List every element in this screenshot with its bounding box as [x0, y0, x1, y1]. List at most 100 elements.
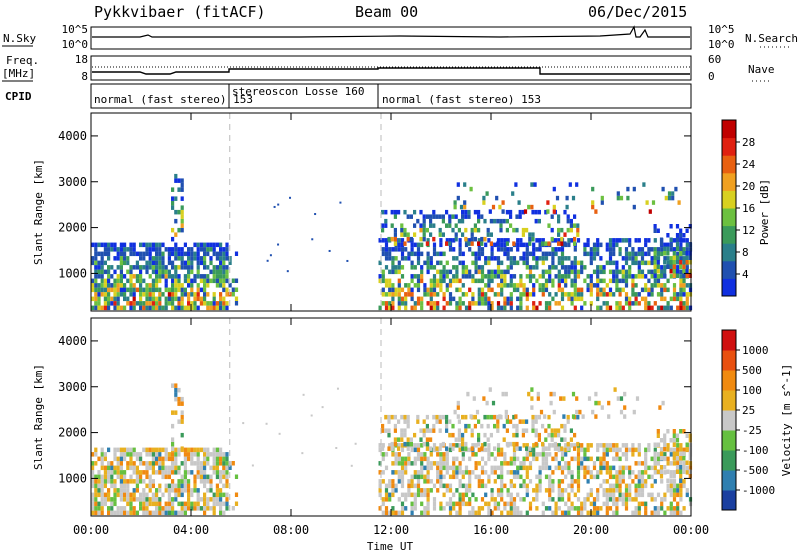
data-cell: [525, 242, 529, 248]
data-cell: [671, 195, 675, 201]
data-cell: [215, 452, 219, 457]
data-cell: [599, 278, 603, 284]
data-cell: [538, 256, 542, 261]
data-cell: [480, 470, 485, 475]
data-cell: [519, 461, 523, 466]
data-cell: [180, 260, 184, 266]
nsky-label: N.Sky: [3, 32, 36, 45]
data-cell: [132, 305, 136, 311]
data-cell: [97, 296, 101, 302]
data-cell: [151, 470, 155, 475]
data-cell: [416, 419, 420, 424]
data-cell: [679, 474, 683, 479]
data-cell: [209, 256, 213, 261]
colorbar-segment: [722, 243, 736, 262]
data-cell: [219, 265, 223, 270]
data-cell: [550, 227, 554, 233]
data-cell: [518, 209, 522, 215]
data-cell: [618, 447, 622, 453]
data-cell: [103, 305, 107, 311]
data-cell: [129, 269, 133, 275]
data-cell: [512, 452, 517, 457]
data-cell: [660, 287, 664, 293]
data-cell: [499, 223, 503, 228]
data-cell: [538, 242, 542, 248]
data-cell: [103, 247, 107, 252]
data-cell: [580, 456, 584, 462]
data-cell: [410, 274, 414, 279]
data-cell: [129, 465, 133, 471]
data-cell: [493, 501, 497, 507]
data-cell: [637, 483, 641, 489]
data-cell: [503, 305, 507, 311]
data-cell: [420, 510, 424, 516]
data-cell: [400, 437, 404, 442]
data-cell: [560, 479, 565, 484]
data-cell: [602, 479, 606, 484]
data-cell: [171, 205, 175, 210]
data-cell: [406, 419, 410, 424]
data-cell: [676, 501, 680, 507]
data-cell: [560, 497, 565, 502]
data-cell: [103, 251, 107, 257]
data-cell: [521, 432, 525, 438]
data-cell: [491, 400, 496, 406]
data-cell: [621, 465, 625, 471]
data-cell: [432, 461, 437, 466]
data-cell: [452, 238, 456, 243]
data-cell: [384, 428, 388, 433]
data-cell: [404, 492, 408, 498]
data-cell: [174, 461, 178, 466]
data-cell: [212, 461, 216, 466]
data-cell: [219, 492, 223, 498]
data-cell: [644, 447, 648, 453]
data-cell: [631, 256, 635, 261]
data-cell: [423, 283, 427, 288]
data-cell: [474, 452, 478, 457]
data-cell: [404, 296, 408, 302]
data-cell: [541, 269, 545, 275]
data-cell: [448, 419, 452, 424]
data-cell: [97, 501, 101, 507]
data-cell: [472, 396, 476, 401]
data-cell: [605, 488, 609, 493]
data-cell: [682, 301, 686, 306]
data-cell: [113, 452, 117, 457]
data-cell: [576, 274, 581, 279]
data-cell: [615, 301, 619, 306]
data-cell: [273, 205, 276, 208]
data-cell: [410, 287, 414, 293]
data-cell: [551, 510, 555, 516]
data-cell: [596, 265, 600, 270]
data-cell: [464, 446, 468, 451]
data-cell: [110, 242, 114, 248]
data-cell: [158, 461, 162, 466]
data-cell: [487, 474, 491, 480]
data-cell: [519, 305, 523, 311]
data-cell: [155, 269, 159, 275]
data-cell: [225, 492, 229, 498]
data-cell: [397, 242, 401, 248]
data-cell: [400, 443, 405, 448]
data-cell: [107, 287, 111, 293]
data-cell: [432, 274, 437, 279]
data-cell: [174, 283, 178, 288]
data-cell: [679, 287, 683, 293]
data-cell: [142, 492, 146, 498]
data-cell: [666, 287, 670, 293]
data-cell: [123, 296, 127, 302]
data-cell: [547, 423, 551, 429]
data-cell: [225, 278, 229, 284]
data-cell: [91, 492, 95, 498]
data-cell: [378, 305, 382, 311]
data-cell: [400, 447, 405, 453]
colorbar-segment: [722, 225, 736, 244]
data-cell: [521, 428, 525, 433]
data-cell: [113, 447, 117, 453]
data-cell: [535, 474, 539, 480]
data-cell: [490, 274, 494, 279]
data-cell: [486, 414, 490, 420]
data-cell: [653, 224, 657, 229]
data-cell: [206, 488, 210, 493]
data-cell: [190, 501, 194, 507]
